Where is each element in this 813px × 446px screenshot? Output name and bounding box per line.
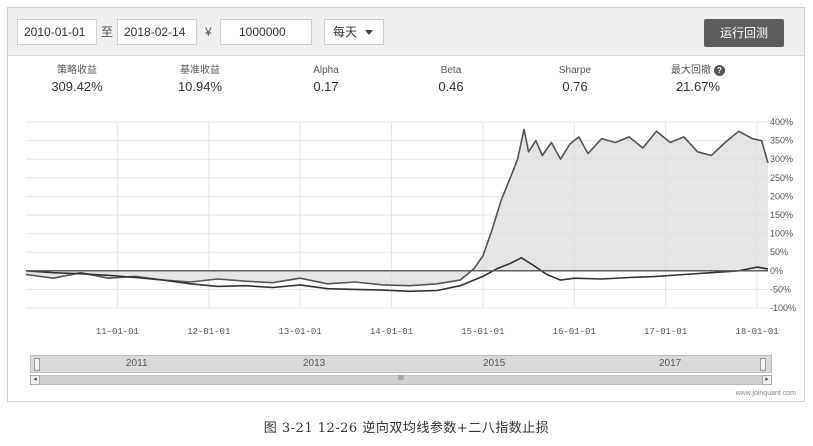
stat-value: 0.76 [562, 79, 588, 94]
scroll-left-icon[interactable]: ◂ [30, 375, 40, 385]
stats-row: 策略收益 309.42% 基准收益 10.94% Alpha 0.17 Beta… [8, 64, 804, 104]
x-tick-label: 16-01-01 [553, 327, 596, 337]
start-date-input[interactable]: 2010-01-01 [17, 19, 97, 45]
to-label: 至 [101, 25, 114, 39]
backtest-panel: 2010-01-01 至 2018-02-14 ¥ 1000000 每天 运行回… [7, 7, 805, 402]
y-tick-label: -100% [770, 303, 796, 313]
stat-label: Alpha [313, 65, 339, 76]
stat-value: 0.46 [438, 79, 464, 94]
navigator-year: 2017 [659, 358, 682, 369]
scroll-grip-icon[interactable]: III [398, 375, 404, 382]
y-tick-label: 200% [770, 191, 793, 201]
figure-caption: 图 3-21 12-26 逆向双均线参数+二八指数止损 [263, 421, 550, 436]
end-date-input[interactable]: 2018-02-14 [117, 19, 197, 45]
x-tick-label: 17-01-01 [644, 327, 687, 337]
y-tick-label: 250% [770, 173, 793, 183]
stat-value: 10.94% [177, 79, 223, 94]
navigator-year: 2015 [483, 358, 506, 369]
stat-max-drawdown: 最大回撤? 21.67% [643, 64, 753, 96]
y-tick-label: 100% [770, 229, 793, 239]
navigator-scrollbar[interactable]: ◂ III ▸ [30, 375, 772, 385]
series-line-strategy [25, 128, 769, 287]
y-tick-label: 150% [770, 210, 793, 220]
navigator-left-handle[interactable] [34, 358, 40, 371]
stat-label: 策略收益 [57, 65, 97, 76]
x-tick-label: 11-01-01 [96, 327, 139, 337]
y-tick-label: 400% [770, 117, 793, 127]
stat-label: 最大回撤? [643, 64, 753, 78]
stat-label: 基准收益 [180, 65, 220, 76]
navigator-year: 2011 [126, 358, 148, 369]
stat-value: 21.67% [675, 79, 721, 94]
y-tick-label: -50% [770, 284, 791, 294]
y-tick-label: 50% [770, 247, 788, 257]
x-tick-label: 15-01-01 [461, 327, 504, 337]
navigator-right-handle[interactable] [760, 358, 766, 371]
capital-input[interactable]: 1000000 [220, 19, 312, 45]
x-tick-label: 12-01-01 [187, 327, 230, 337]
frequency-select[interactable]: 每天 [324, 19, 384, 45]
y-tick-label: 350% [770, 136, 793, 146]
y-tick-label: 0% [770, 266, 783, 276]
series-line-benchmark [25, 257, 769, 293]
stat-label: Beta [440, 65, 462, 76]
backtest-toolbar: 2010-01-01 至 2018-02-14 ¥ 1000000 每天 运行回… [8, 8, 804, 56]
x-tick-label: 13-01-01 [279, 327, 322, 337]
frequency-value: 每天 [333, 25, 358, 39]
stat-strategy-return: 策略收益 309.42% [22, 64, 132, 96]
x-tick-label: 14-01-01 [370, 327, 413, 337]
stat-value: 309.42% [51, 79, 103, 94]
help-icon[interactable]: ? [714, 64, 725, 76]
stat-beta: Beta 0.46 [396, 64, 506, 96]
run-backtest-button[interactable]: 运行回测 [704, 19, 784, 47]
stat-sharpe: Sharpe 0.76 [520, 64, 630, 96]
returns-chart[interactable]: 400% 350% 300% 250% 200% 150% 100% 50% 0% -50% -10… [8, 104, 804, 344]
range-navigator[interactable]: 2011 2013 2015 2017 ◂ III ▸ [30, 355, 772, 385]
x-tick-label: 18-01-01 [735, 327, 778, 337]
stat-value: 0.17 [313, 79, 339, 94]
y-tick-label: 300% [770, 154, 793, 164]
credit-text: www.joinquant.com [735, 390, 796, 397]
navigator-track[interactable]: 2011 2013 2015 2017 [30, 355, 772, 373]
stat-alpha: Alpha 0.17 [271, 64, 381, 96]
series-area-strategy [26, 129, 768, 286]
currency-symbol: ¥ [205, 25, 212, 39]
chevron-down-icon [365, 30, 374, 36]
stat-benchmark-return: 基准收益 10.94% [145, 64, 255, 96]
stat-label-text: 最大回撤 [671, 65, 711, 76]
scroll-right-icon[interactable]: ▸ [762, 375, 772, 385]
stat-label: Sharpe [558, 65, 592, 76]
navigator-year: 2013 [303, 358, 326, 369]
